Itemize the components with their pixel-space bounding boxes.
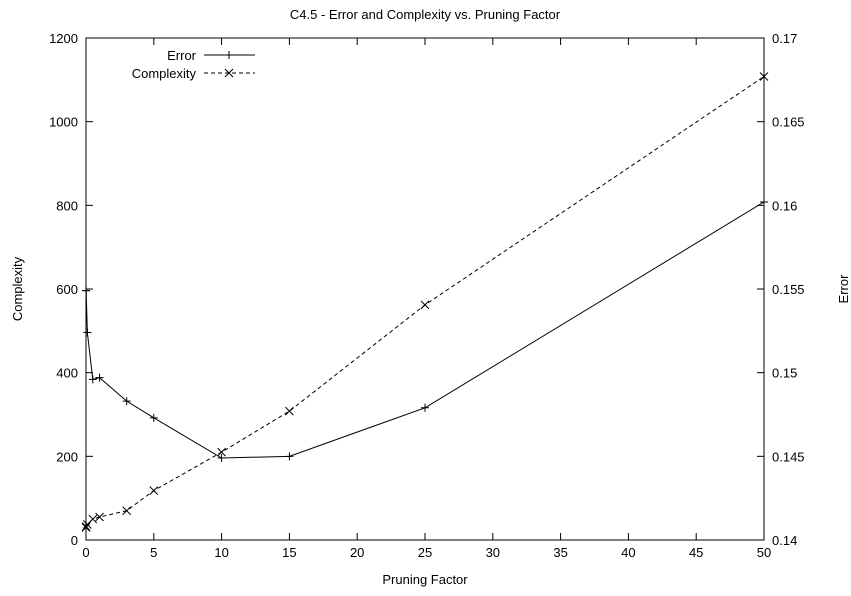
x-tick-label: 5 xyxy=(150,545,157,560)
legend-label-error: Error xyxy=(167,48,197,63)
complexity-point xyxy=(420,300,430,310)
x-tick-label: 15 xyxy=(282,545,296,560)
x-tick-label: 50 xyxy=(757,545,771,560)
complexity-point xyxy=(759,72,769,81)
left-y-axis-label: Complexity xyxy=(10,256,25,321)
legend-marker-error xyxy=(225,51,233,59)
complexity-point xyxy=(149,486,159,495)
error-point xyxy=(421,403,429,412)
y-left-tick-label: 1000 xyxy=(49,115,78,130)
x-tick-label: 0 xyxy=(82,545,89,560)
y-right-tick-label: 0.165 xyxy=(772,115,805,130)
error-point xyxy=(285,452,294,461)
error-series xyxy=(82,197,768,463)
right-y-axis: 0.14 0.145 0.15 0.155 0.16 0.165 0.17 xyxy=(757,31,805,548)
y-left-tick-label: 800 xyxy=(56,198,78,213)
y-right-tick-label: 0.145 xyxy=(772,449,805,464)
y-right-tick-label: 0.16 xyxy=(772,198,797,213)
complexity-series xyxy=(81,72,769,532)
legend-label-complexity: Complexity xyxy=(132,66,197,81)
complexity-point xyxy=(81,522,91,531)
y-right-tick-label: 0.15 xyxy=(772,366,797,381)
chart-title: C4.5 - Error and Complexity vs. Pruning … xyxy=(290,7,561,22)
y-left-tick-label: 0 xyxy=(71,533,78,548)
x-tick-label: 30 xyxy=(486,545,500,560)
complexity-point xyxy=(95,512,104,522)
complexity-point xyxy=(88,514,98,524)
y-left-tick-label: 200 xyxy=(56,449,78,464)
x-tick-label: 10 xyxy=(214,545,228,560)
x-tick-label: 40 xyxy=(621,545,635,560)
x-axis: 0 5 10 15 20 25 30 35 40 45 50 xyxy=(82,38,771,560)
complexity-point xyxy=(285,406,294,416)
error-line xyxy=(85,201,765,459)
error-point xyxy=(217,454,226,463)
legend: Error Complexity xyxy=(132,48,255,81)
x-tick-label: 20 xyxy=(350,545,364,560)
y-left-tick-label: 400 xyxy=(56,366,78,381)
y-right-tick-label: 0.14 xyxy=(772,533,797,548)
error-point xyxy=(95,373,104,382)
right-y-axis-label: Error xyxy=(836,274,851,304)
y-left-tick-label: 600 xyxy=(56,282,78,297)
legend-marker-complexity xyxy=(224,68,234,78)
error-point xyxy=(88,375,97,384)
y-right-tick-label: 0.17 xyxy=(772,31,797,46)
complexity-point xyxy=(122,506,132,516)
y-left-tick-label: 1200 xyxy=(49,31,78,46)
complexity-line xyxy=(85,76,765,528)
error-point xyxy=(83,328,92,337)
x-tick-label: 45 xyxy=(689,545,703,560)
complexity-point xyxy=(217,447,226,457)
error-point xyxy=(82,286,91,295)
series-layer xyxy=(81,72,769,532)
error-point xyxy=(760,197,768,206)
error-point xyxy=(122,397,131,406)
left-y-axis: 0 200 400 600 800 1000 1200 xyxy=(49,31,93,548)
x-tick-label: 25 xyxy=(418,545,432,560)
y-right-tick-label: 0.155 xyxy=(772,282,805,297)
plot-frame xyxy=(85,37,765,541)
x-axis-label: Pruning Factor xyxy=(382,572,468,587)
error-point xyxy=(149,413,158,422)
x-tick-label: 35 xyxy=(553,545,567,560)
